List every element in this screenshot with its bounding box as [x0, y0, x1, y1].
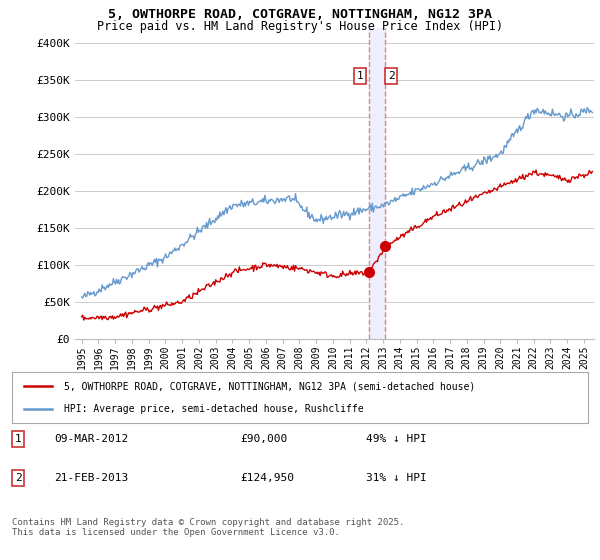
- Text: 09-MAR-2012: 09-MAR-2012: [54, 434, 128, 444]
- Text: Price paid vs. HM Land Registry's House Price Index (HPI): Price paid vs. HM Land Registry's House …: [97, 20, 503, 32]
- Text: 21-FEB-2013: 21-FEB-2013: [54, 473, 128, 483]
- Text: 1: 1: [357, 71, 364, 81]
- Text: Contains HM Land Registry data © Crown copyright and database right 2025.
This d: Contains HM Land Registry data © Crown c…: [12, 518, 404, 538]
- Bar: [370, 28, 385, 339]
- Text: £90,000: £90,000: [240, 434, 287, 444]
- Text: 2: 2: [388, 71, 395, 81]
- Text: 31% ↓ HPI: 31% ↓ HPI: [366, 473, 427, 483]
- Text: £124,950: £124,950: [240, 473, 294, 483]
- Text: 5, OWTHORPE ROAD, COTGRAVE, NOTTINGHAM, NG12 3PA: 5, OWTHORPE ROAD, COTGRAVE, NOTTINGHAM, …: [108, 8, 492, 21]
- Text: 5, OWTHORPE ROAD, COTGRAVE, NOTTINGHAM, NG12 3PA (semi-detached house): 5, OWTHORPE ROAD, COTGRAVE, NOTTINGHAM, …: [64, 381, 475, 391]
- Text: 49% ↓ HPI: 49% ↓ HPI: [366, 434, 427, 444]
- Text: HPI: Average price, semi-detached house, Rushcliffe: HPI: Average price, semi-detached house,…: [64, 404, 364, 414]
- Text: 2: 2: [14, 473, 22, 483]
- Text: 1: 1: [14, 434, 22, 444]
